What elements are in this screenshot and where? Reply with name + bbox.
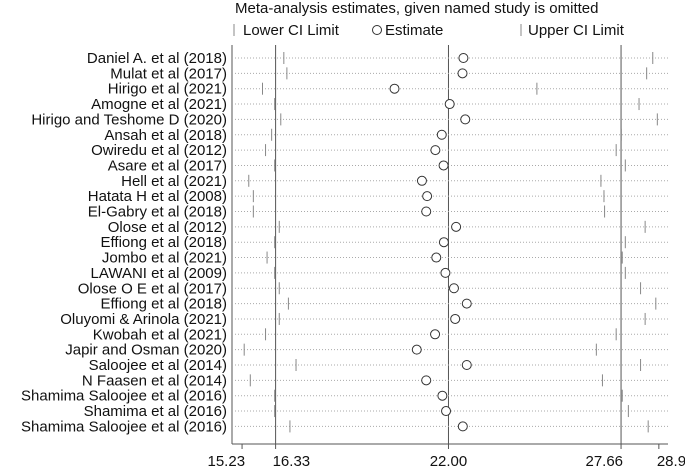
study-label: Shamima Saloojee et al (2016)	[21, 418, 227, 435]
estimate-point	[461, 360, 472, 370]
study-row: Oluyomi & Arinola (2021)	[60, 311, 668, 328]
legend: Lower CI Limit Estimate Upper CI Limit	[233, 22, 625, 39]
chart-title: Meta-analysis estimates, given named stu…	[235, 0, 599, 17]
study-label: Hirigo and Teshome D (2020)	[31, 111, 227, 128]
estimate-point	[430, 329, 441, 340]
study-row: Effiong et al (2018)	[101, 296, 668, 313]
study-label: Ansah et al (2018)	[104, 127, 227, 144]
estimate-point	[430, 145, 441, 156]
x-tick-label: 16.33	[273, 453, 311, 470]
estimate-point	[460, 114, 471, 125]
study-label: Amogne et al (2021)	[91, 96, 227, 113]
study-label: Saloojee et al (2014)	[89, 357, 227, 374]
x-axis: 15.23 16.33 22.00 27.66 28.90	[208, 444, 685, 470]
study-row: Owiredu et al (2012)	[91, 142, 668, 159]
estimate-point	[438, 160, 449, 171]
study-label: Hatata H et al (2008)	[88, 188, 227, 205]
study-label: El-Gabry et al (2018)	[88, 204, 227, 221]
study-label: Kwobah et al (2021)	[93, 326, 227, 343]
study-label: LAWANI et al (2009)	[91, 265, 227, 282]
study-row: N Faasen et al (2014)	[82, 372, 668, 389]
estimate-point	[438, 237, 449, 248]
study-label: Owiredu et al (2012)	[91, 142, 227, 159]
study-row: LAWANI et al (2009)	[91, 265, 668, 282]
estimate-point	[457, 421, 468, 432]
estimate-point	[421, 206, 432, 217]
estimate-point	[411, 344, 422, 355]
study-row: Hell et al (2021)	[121, 173, 668, 190]
study-label: Asare et al (2017)	[108, 157, 227, 174]
study-row: El-Gabry et al (2018)	[88, 204, 668, 221]
study-label: Olose O E et al (2017)	[78, 280, 227, 297]
estimate-point	[451, 221, 462, 232]
study-label: Daniel A. et al (2018)	[87, 50, 227, 67]
study-row: Shamima et al (2016)	[84, 403, 668, 420]
legend-upper-label: Upper CI Limit	[528, 22, 625, 39]
study-row: Olose et al (2012)	[108, 219, 668, 236]
study-row: Amogne et al (2021)	[91, 96, 668, 113]
estimate-point	[440, 267, 451, 278]
estimate-point	[450, 313, 461, 324]
estimate-point	[389, 83, 400, 94]
estimate-point	[441, 406, 452, 417]
study-label: Shamima et al (2016)	[84, 403, 227, 420]
legend-estimate-label: Estimate	[385, 22, 443, 39]
study-rows: Daniel A. et al (2018)Mulat et al (2017)…	[21, 50, 668, 435]
estimate-point	[422, 191, 433, 202]
study-row: Hirigo and Teshome D (2020)	[31, 111, 668, 128]
study-label: Hirigo et al (2021)	[108, 81, 227, 98]
study-row: Japir and Osman (2020)	[65, 342, 668, 359]
legend-lower-label: Lower CI Limit	[243, 22, 340, 39]
study-label: Jombo et al (2021)	[102, 250, 227, 267]
study-row: Kwobah et al (2021)	[93, 326, 668, 343]
plot-frame	[231, 45, 668, 445]
study-label: Mulat et al (2017)	[110, 65, 227, 82]
x-tick-label: 22.00	[430, 453, 468, 470]
study-row: Daniel A. et al (2018)	[87, 50, 668, 67]
study-row: Saloojee et al (2014)	[89, 357, 668, 374]
legend-estimate-marker	[372, 25, 382, 35]
study-row: Hatata H et al (2008)	[88, 188, 668, 205]
estimate-point	[458, 53, 469, 63]
x-tick-label: 27.66	[585, 453, 623, 470]
study-row: Asare et al (2017)	[108, 157, 668, 174]
study-label: Olose et al (2012)	[108, 219, 227, 236]
reference-lines	[275, 45, 622, 444]
estimate-point	[444, 99, 455, 110]
estimate-point	[448, 283, 459, 294]
study-label: Oluyomi & Arinola (2021)	[60, 311, 227, 328]
study-label: Japir and Osman (2020)	[65, 342, 227, 359]
x-tick-label: 28.90	[657, 453, 685, 470]
estimate-point	[421, 375, 432, 386]
estimate-point	[437, 390, 448, 401]
study-label: Effiong et al (2018)	[101, 296, 227, 313]
study-row: Shamima Saloojee et al (2016)	[21, 418, 668, 435]
estimate-point	[457, 68, 468, 79]
study-row: Hirigo et al (2021)	[108, 81, 668, 98]
estimate-point	[436, 129, 447, 140]
study-row: Ansah et al (2018)	[104, 127, 668, 144]
estimate-point	[416, 175, 427, 186]
estimate-point	[431, 252, 442, 263]
study-row: Effiong et al (2018)	[101, 234, 668, 251]
study-row: Olose O E et al (2017)	[78, 280, 668, 297]
study-row: Jombo et al (2021)	[102, 250, 668, 267]
study-row: Mulat et al (2017)	[110, 65, 668, 82]
estimate-point	[461, 298, 472, 309]
x-tick-label: 15.23	[208, 453, 246, 470]
study-label: Hell et al (2021)	[121, 173, 227, 190]
study-row: Shamima Saloojee et al (2016)	[21, 388, 668, 405]
study-label: Shamima Saloojee et al (2016)	[21, 388, 227, 405]
study-label: Effiong et al (2018)	[101, 234, 227, 251]
study-label: N Faasen et al (2014)	[82, 372, 227, 389]
